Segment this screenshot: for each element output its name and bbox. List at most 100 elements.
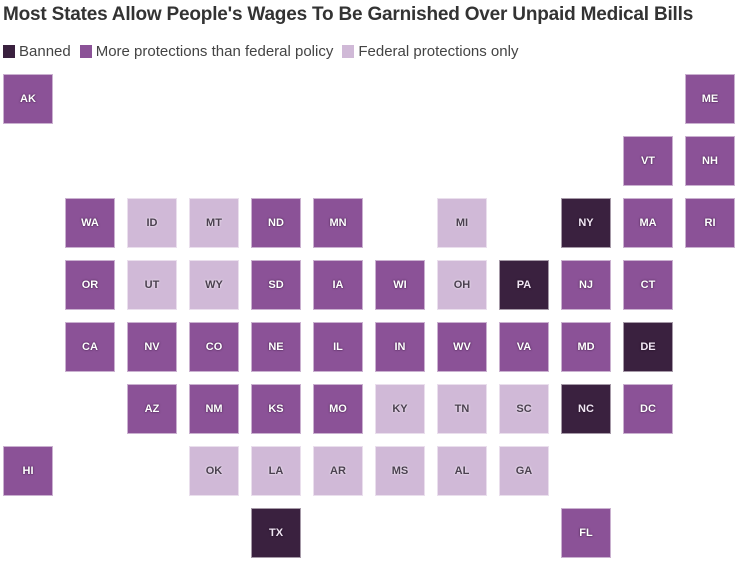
state-label: MS [391, 465, 409, 477]
state-tile-la: LA [251, 446, 301, 496]
state-label: UT [144, 279, 160, 291]
state-label: CT [640, 279, 656, 291]
state-label: SD [268, 279, 284, 291]
state-label: WI [393, 279, 407, 291]
state-tile-ne: NE [251, 322, 301, 372]
state-tile-ma: MA [623, 198, 673, 248]
state-tile-in: IN [375, 322, 425, 372]
state-label: NM [205, 403, 223, 415]
state-tile-pa: PA [499, 260, 549, 310]
legend-label-banned: Banned [19, 43, 71, 60]
legend-item-banned: Banned [3, 43, 71, 60]
state-tile-de: DE [623, 322, 673, 372]
state-label: NH [702, 155, 718, 167]
legend: Banned More protections than federal pol… [3, 43, 527, 60]
state-label: AK [20, 93, 36, 105]
state-label: OR [81, 279, 99, 291]
state-label: FL [579, 527, 593, 539]
state-label: NJ [578, 279, 594, 291]
state-tile-ar: AR [313, 446, 363, 496]
state-label: MA [639, 217, 657, 229]
state-tile-or: OR [65, 260, 115, 310]
state-tile-oh: OH [437, 260, 487, 310]
state-tile-nv: NV [127, 322, 177, 372]
state-label: MN [329, 217, 347, 229]
state-tile-tn: TN [437, 384, 487, 434]
state-label: IN [394, 341, 406, 353]
state-tile-ut: UT [127, 260, 177, 310]
state-label: MO [329, 403, 347, 415]
state-tile-nm: NM [189, 384, 239, 434]
state-label: CO [205, 341, 223, 353]
state-tile-ia: IA [313, 260, 363, 310]
state-tile-ks: KS [251, 384, 301, 434]
state-tile-wy: WY [189, 260, 239, 310]
legend-item-more-protections: More protections than federal policy [79, 43, 333, 60]
state-tile-al: AL [437, 446, 487, 496]
state-tile-ct: CT [623, 260, 673, 310]
state-tile-ak: AK [3, 74, 53, 124]
state-label: AR [330, 465, 346, 477]
state-label: DE [640, 341, 656, 353]
state-tile-fl: FL [561, 508, 611, 558]
state-label: AZ [144, 403, 160, 415]
state-label: TN [454, 403, 470, 415]
state-label: ME [701, 93, 719, 105]
state-tile-wa: WA [65, 198, 115, 248]
state-tile-md: MD [561, 322, 611, 372]
state-label: KS [268, 403, 284, 415]
state-label: VA [516, 341, 532, 353]
legend-item-federal-only: Federal protections only [342, 43, 518, 60]
state-label: IL [333, 341, 343, 353]
state-tile-vt: VT [623, 136, 673, 186]
state-tile-ca: CA [65, 322, 115, 372]
state-label: NC [578, 403, 594, 415]
state-tile-co: CO [189, 322, 239, 372]
legend-swatch-banned [3, 45, 15, 58]
state-label: WA [81, 217, 99, 229]
state-tile-id: ID [127, 198, 177, 248]
state-tile-tx: TX [251, 508, 301, 558]
state-label: WV [453, 341, 471, 353]
state-label: MD [577, 341, 595, 353]
state-tile-mn: MN [313, 198, 363, 248]
state-label: VT [640, 155, 656, 167]
state-label: DC [640, 403, 656, 415]
state-tile-il: IL [313, 322, 363, 372]
state-tile-nc: NC [561, 384, 611, 434]
state-tile-ms: MS [375, 446, 425, 496]
state-label: KY [392, 403, 408, 415]
state-tile-wv: WV [437, 322, 487, 372]
state-tile-hi: HI [3, 446, 53, 496]
state-tile-sd: SD [251, 260, 301, 310]
state-label: TX [268, 527, 284, 539]
state-tile-va: VA [499, 322, 549, 372]
legend-swatch-more-protections [79, 45, 92, 58]
state-label: ND [268, 217, 284, 229]
chart-title: Most States Allow People's Wages To Be G… [3, 4, 694, 25]
state-tile-nj: NJ [561, 260, 611, 310]
state-tile-ga: GA [499, 446, 549, 496]
state-tile-ky: KY [375, 384, 425, 434]
state-label: WY [205, 279, 223, 291]
state-label: CA [82, 341, 98, 353]
state-tile-wi: WI [375, 260, 425, 310]
state-label: NE [268, 341, 284, 353]
state-label: HI [22, 465, 34, 477]
state-tile-sc: SC [499, 384, 549, 434]
state-label: OK [205, 465, 223, 477]
state-label: SC [516, 403, 532, 415]
state-label: IA [332, 279, 344, 291]
state-label: GA [515, 465, 533, 477]
state-tile-mi: MI [437, 198, 487, 248]
state-tile-nh: NH [685, 136, 735, 186]
state-tile-nd: ND [251, 198, 301, 248]
state-label: LA [268, 465, 284, 477]
state-label: RI [704, 217, 716, 229]
state-label: MT [206, 217, 222, 229]
state-tile-mo: MO [313, 384, 363, 434]
state-label: NY [578, 217, 594, 229]
state-label: NV [144, 341, 160, 353]
state-label: PA [516, 279, 532, 291]
